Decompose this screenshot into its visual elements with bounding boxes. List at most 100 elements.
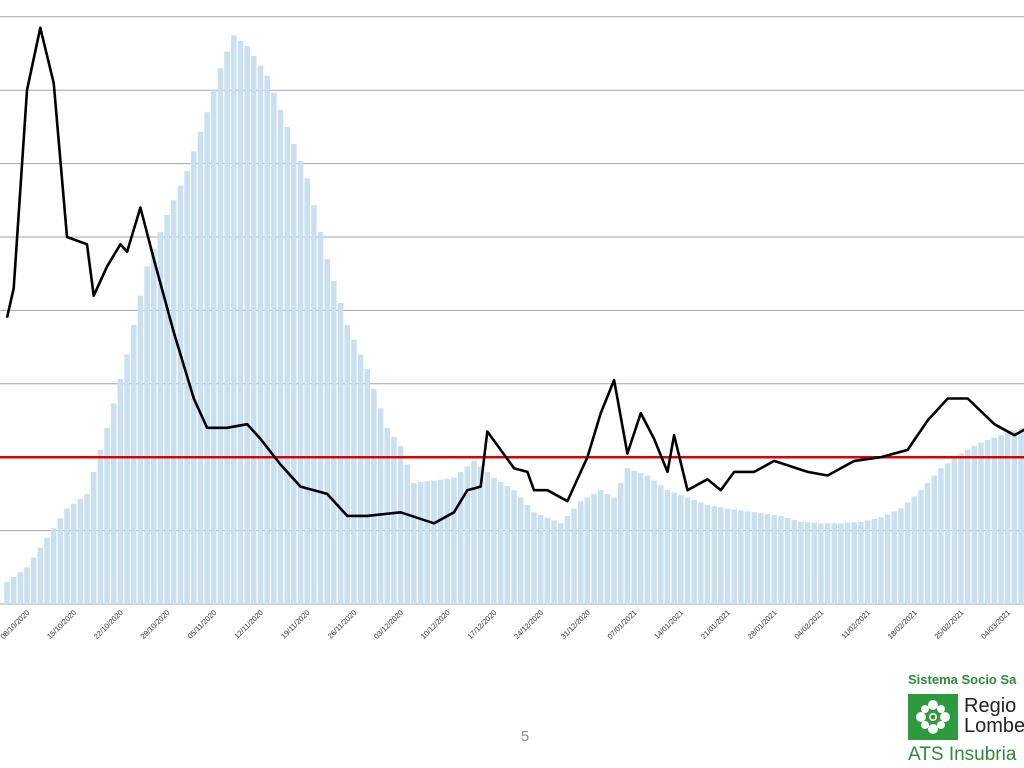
x-tick-label: 17/12/2020 xyxy=(466,608,499,641)
x-tick-label: 12/11/2020 xyxy=(232,608,265,641)
bar xyxy=(604,493,611,604)
bar xyxy=(311,205,317,604)
bar xyxy=(971,446,978,604)
bar xyxy=(417,482,424,604)
bar xyxy=(110,403,117,604)
bar xyxy=(411,482,417,604)
bar xyxy=(144,266,150,604)
x-tick-label: 15/10/2020 xyxy=(45,608,78,641)
x-tick-label: 04/03/2021 xyxy=(979,608,1012,641)
bar xyxy=(17,572,24,604)
brand-region-line2: Lombe xyxy=(964,715,1024,737)
bar xyxy=(391,437,397,604)
bar xyxy=(871,518,878,604)
bar xyxy=(70,503,77,604)
bar xyxy=(471,460,477,604)
x-tick-label: 22/10/2020 xyxy=(92,608,125,641)
bar xyxy=(97,449,104,604)
bar xyxy=(4,581,10,604)
bar xyxy=(364,369,370,604)
x-tick-label: 04/02/2021 xyxy=(792,608,825,641)
bar xyxy=(551,520,557,604)
bar xyxy=(831,523,837,604)
bar xyxy=(377,408,384,604)
bar xyxy=(90,471,97,604)
bar xyxy=(231,35,237,604)
bar xyxy=(811,522,817,604)
bar xyxy=(851,522,857,604)
bar xyxy=(211,90,217,604)
bar xyxy=(104,427,110,604)
x-tick-label: 10/12/2020 xyxy=(419,608,452,641)
bar xyxy=(271,92,277,605)
bar xyxy=(918,490,924,604)
bar xyxy=(457,472,464,604)
bar xyxy=(824,523,831,604)
bar xyxy=(371,388,377,604)
bar xyxy=(864,520,871,604)
bar xyxy=(564,515,571,604)
bar xyxy=(64,508,70,604)
bar xyxy=(684,497,691,604)
bar xyxy=(924,482,931,604)
bar xyxy=(584,497,591,604)
bar xyxy=(724,508,731,604)
bar xyxy=(884,514,891,604)
bar xyxy=(257,65,264,605)
bar xyxy=(491,477,497,604)
bar xyxy=(624,468,631,604)
x-tick-label: 28/01/2021 xyxy=(746,608,779,641)
bar xyxy=(511,490,517,604)
bar xyxy=(704,504,711,604)
bar xyxy=(771,515,777,604)
bar xyxy=(544,517,551,604)
bar xyxy=(784,517,791,604)
bar xyxy=(337,303,344,604)
bar xyxy=(618,482,624,604)
bar xyxy=(844,522,851,604)
bar xyxy=(904,502,911,604)
bar xyxy=(758,513,764,604)
x-tick-label: 19/11/2020 xyxy=(279,608,312,641)
bar xyxy=(557,523,564,604)
bar xyxy=(484,472,491,604)
bar xyxy=(944,463,951,604)
bar xyxy=(931,475,938,604)
bar xyxy=(151,249,157,605)
bar xyxy=(911,496,918,604)
x-tick-label: 24/12/2020 xyxy=(512,608,545,641)
bar xyxy=(1018,427,1024,604)
x-axis-tick-labels: 08/10/2020 15/10/2020 22/10/2020 29/10/2020… xyxy=(0,608,1012,641)
bar xyxy=(357,354,364,604)
bar xyxy=(978,442,984,604)
bar xyxy=(524,504,531,604)
bar xyxy=(964,449,971,604)
bar xyxy=(451,477,457,604)
bar xyxy=(644,475,651,604)
bar xyxy=(984,440,991,604)
bar xyxy=(84,493,90,604)
line-series xyxy=(5,26,1024,525)
x-tick-label: 29/10/2020 xyxy=(139,608,172,641)
bar xyxy=(531,512,537,604)
x-tick-label: 14/01/2021 xyxy=(652,608,685,641)
brand-ats-text: ATS Insubria xyxy=(908,744,1017,765)
bar xyxy=(397,446,404,604)
bar xyxy=(1004,432,1011,604)
brand-region-name: Regio Lombe xyxy=(964,696,1024,736)
bar xyxy=(991,437,998,604)
bar xyxy=(344,325,350,604)
bar xyxy=(404,464,411,604)
bar xyxy=(691,500,697,604)
bar xyxy=(998,435,1004,604)
bar xyxy=(204,112,210,604)
bar xyxy=(157,232,164,605)
x-tick-label: 08/10/2020 xyxy=(0,608,31,641)
bar xyxy=(331,281,337,604)
bar xyxy=(477,466,484,604)
lombardy-rose-icon xyxy=(908,694,958,740)
bar xyxy=(804,522,811,604)
bar xyxy=(237,40,244,604)
bar xyxy=(798,521,804,604)
bar xyxy=(764,514,771,604)
